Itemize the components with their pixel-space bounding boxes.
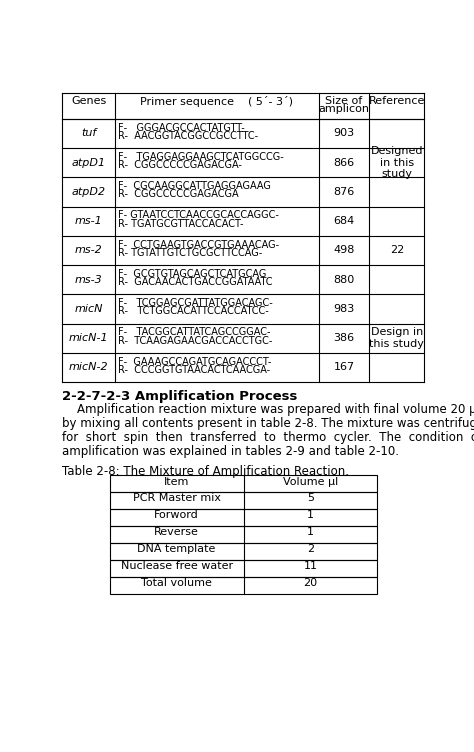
Text: R-  TCAAGAGAACGACCACCTGC-: R- TCAAGAGAACGACCACCTGC-: [118, 335, 273, 346]
Bar: [109, 475, 377, 492]
Text: F-  CGCAAGGCATTGAGGAGAAG: F- CGCAAGGCATTGAGGAGAAG: [118, 181, 271, 191]
Text: F-   TACGGCATTATCAGCCGGAC-: F- TACGGCATTATCAGCCGGAC-: [118, 327, 271, 338]
Text: F- GTAATCCTCAACCGCACCAGGC-: F- GTAATCCTCAACCGCACCAGGC-: [118, 211, 279, 220]
Text: 20: 20: [303, 578, 318, 588]
Text: DNA template: DNA template: [137, 544, 216, 554]
Text: F-  GAAAGCCAGATGCAGACCCT-: F- GAAAGCCAGATGCAGACCCT-: [118, 356, 272, 367]
Text: Primer sequence    ( 5´- 3´): Primer sequence ( 5´- 3´): [140, 96, 293, 107]
Text: Table 2-8: The Mixture of Amplification Reaction.: Table 2-8: The Mixture of Amplification …: [63, 465, 349, 478]
Text: Reverse: Reverse: [154, 527, 199, 538]
Text: R-  AACGGTACGGCCGCCTTC-: R- AACGGTACGGCCGCCTTC-: [118, 131, 258, 141]
Text: Total volume: Total volume: [141, 578, 212, 588]
Bar: [109, 509, 377, 526]
Text: Size of: Size of: [326, 96, 363, 105]
Text: Genes: Genes: [71, 96, 106, 105]
Text: micN: micN: [74, 304, 103, 314]
Text: atpD1: atpD1: [72, 158, 106, 168]
Text: R-  CGGCCCCCGAGACGA-: R- CGGCCCCCGAGACGA-: [118, 160, 242, 170]
Text: Reference: Reference: [369, 96, 425, 105]
Text: R- TGATGCGTTACCACACT-: R- TGATGCGTTACCACACT-: [118, 219, 244, 229]
Text: atpD2: atpD2: [72, 187, 106, 197]
Text: F-  GCGTGTAGCAGCTCATGCAG: F- GCGTGTAGCAGCTCATGCAG: [118, 269, 266, 279]
Bar: [109, 543, 377, 559]
Text: 2-2-7-2-3 Amplification Process: 2-2-7-2-3 Amplification Process: [63, 390, 298, 403]
Text: 983: 983: [333, 304, 355, 314]
Text: 866: 866: [334, 158, 355, 168]
Text: PCR Master mix: PCR Master mix: [133, 493, 221, 504]
Text: amplification was explained in tables 2-9 and table 2-10.: amplification was explained in tables 2-…: [63, 444, 400, 457]
Text: 684: 684: [333, 216, 355, 226]
Text: Designed
in this
study: Designed in this study: [371, 146, 423, 179]
Text: micN-2: micN-2: [69, 362, 109, 372]
Text: Design in
this study: Design in this study: [369, 327, 424, 349]
Text: R- TGTATTGTCTGCGCTTCCAG-: R- TGTATTGTCTGCGCTTCCAG-: [118, 248, 263, 258]
Text: R-  GACAACACTGACCGGATAATC: R- GACAACACTGACCGGATAATC: [118, 277, 273, 287]
Text: by mixing all contents present in table 2-8. The mixture was centrifuged: by mixing all contents present in table …: [63, 417, 474, 430]
Text: ms-3: ms-3: [75, 274, 102, 285]
Bar: [109, 492, 377, 509]
Text: F-  CCTGAAGTGACCGTGAAACAG-: F- CCTGAAGTGACCGTGAAACAG-: [118, 240, 279, 250]
Text: ms-1: ms-1: [75, 216, 102, 226]
Text: 11: 11: [303, 561, 318, 572]
Text: F-   TCGGAGCGATTATGGACAGC-: F- TCGGAGCGATTATGGACAGC-: [118, 298, 273, 308]
Text: Forword: Forword: [155, 511, 199, 520]
Text: amplicon: amplicon: [319, 104, 370, 114]
Text: 498: 498: [333, 245, 355, 256]
Bar: [109, 559, 377, 577]
Text: F-   GGGACGCCACTATGTT-: F- GGGACGCCACTATGTT-: [118, 123, 245, 132]
Text: 386: 386: [334, 333, 355, 343]
Text: R-  CCCGGTGTAACACTCAACGA-: R- CCCGGTGTAACACTCAACGA-: [118, 365, 270, 375]
Text: R-   TCTGGCACATTCCACCATCC-: R- TCTGGCACATTCCACCATCC-: [118, 307, 269, 317]
Text: 5: 5: [307, 493, 314, 504]
Bar: [109, 577, 377, 593]
Text: ms-2: ms-2: [75, 245, 102, 256]
Text: Nuclease free water: Nuclease free water: [120, 561, 233, 572]
Text: 880: 880: [333, 274, 355, 285]
Text: Amplification reaction mixture was prepared with final volume 20 μl: Amplification reaction mixture was prepa…: [63, 403, 474, 416]
Text: 876: 876: [333, 187, 355, 197]
Text: 22: 22: [390, 245, 404, 256]
Text: for  short  spin  then  transferred  to  thermo  cycler.  The  condition  of: for short spin then transferred to therm…: [63, 431, 474, 444]
Text: F-   TGAGGAGGAAGCTCATGGCCG-: F- TGAGGAGGAAGCTCATGGCCG-: [118, 152, 284, 162]
Text: Volume μl: Volume μl: [283, 477, 338, 487]
Text: tuf: tuf: [81, 129, 96, 138]
Text: 1: 1: [307, 527, 314, 538]
Text: 903: 903: [334, 129, 355, 138]
Text: micN-1: micN-1: [69, 333, 109, 343]
Text: 1: 1: [307, 511, 314, 520]
Text: 2: 2: [307, 544, 314, 554]
Text: R-  CGGCCCCCGAGACGA: R- CGGCCCCCGAGACGA: [118, 190, 239, 199]
Bar: [109, 526, 377, 543]
Text: Item: Item: [164, 477, 189, 487]
Text: 167: 167: [334, 362, 355, 372]
